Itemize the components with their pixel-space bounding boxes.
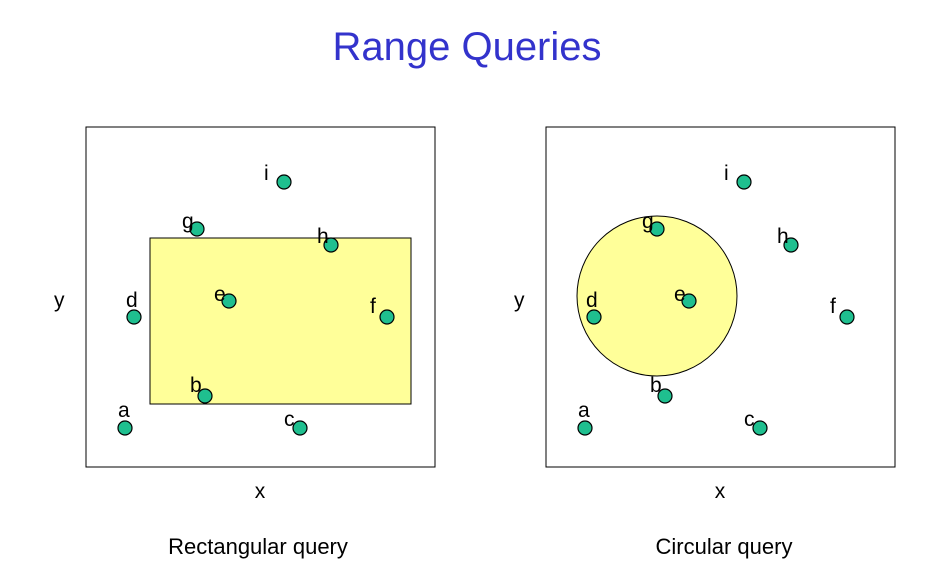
point-i-marker [736, 174, 752, 190]
point-d-label: d [586, 289, 598, 312]
point-c-label: c [744, 408, 755, 431]
point-g-label: g [182, 210, 194, 233]
point-h-marker [323, 237, 339, 253]
point-a-marker [117, 420, 133, 436]
caption: Rectangular query [168, 534, 348, 559]
point-g-marker [189, 221, 205, 237]
x-axis-label: x [255, 480, 266, 503]
point-i-label: i [264, 162, 269, 185]
point-i-label: i [724, 162, 729, 185]
point-f-label: f [370, 295, 376, 318]
point-b-marker [197, 388, 213, 404]
point-h-label: h [777, 225, 789, 248]
point-f-marker [379, 309, 395, 325]
point-b-label: b [190, 374, 202, 397]
point-e-label: e [674, 283, 686, 306]
point-c-marker [292, 420, 308, 436]
point-d-marker [126, 309, 142, 325]
point-f-marker [839, 309, 855, 325]
rectangular-query-panel: y x Rectangular query a b c d e f g h i [54, 126, 436, 559]
point-b-marker [657, 388, 673, 404]
point-c-marker [752, 420, 768, 436]
point-f-label: f [830, 295, 836, 318]
point-h-marker [783, 237, 799, 253]
point-i-marker [276, 174, 292, 190]
circular-query-panel: y x Circular query a b c d e f g h i [514, 126, 896, 559]
query-circle [576, 215, 738, 377]
point-h-label: h [317, 225, 329, 248]
point-c-label: c [284, 408, 295, 431]
point-d-label: d [126, 289, 138, 312]
point-e-marker [681, 293, 697, 309]
x-axis-label: x [715, 480, 726, 503]
points-group: a b c d e f g h i [577, 162, 855, 436]
point-a-marker [577, 420, 593, 436]
point-a-label: a [578, 399, 590, 422]
point-a-label: a [118, 399, 130, 422]
point-d-marker [586, 309, 602, 325]
y-axis-label: y [54, 289, 65, 312]
point-e-marker [221, 293, 237, 309]
point-e-label: e [214, 283, 226, 306]
point-b-label: b [650, 374, 662, 397]
page-title: Range Queries [332, 25, 601, 69]
caption: Circular query [656, 534, 793, 559]
points-group: a b c d e f g h i [117, 162, 395, 436]
y-axis-label: y [514, 289, 525, 312]
point-g-label: g [642, 210, 654, 233]
point-g-marker [649, 221, 665, 237]
query-rectangle [149, 237, 412, 405]
